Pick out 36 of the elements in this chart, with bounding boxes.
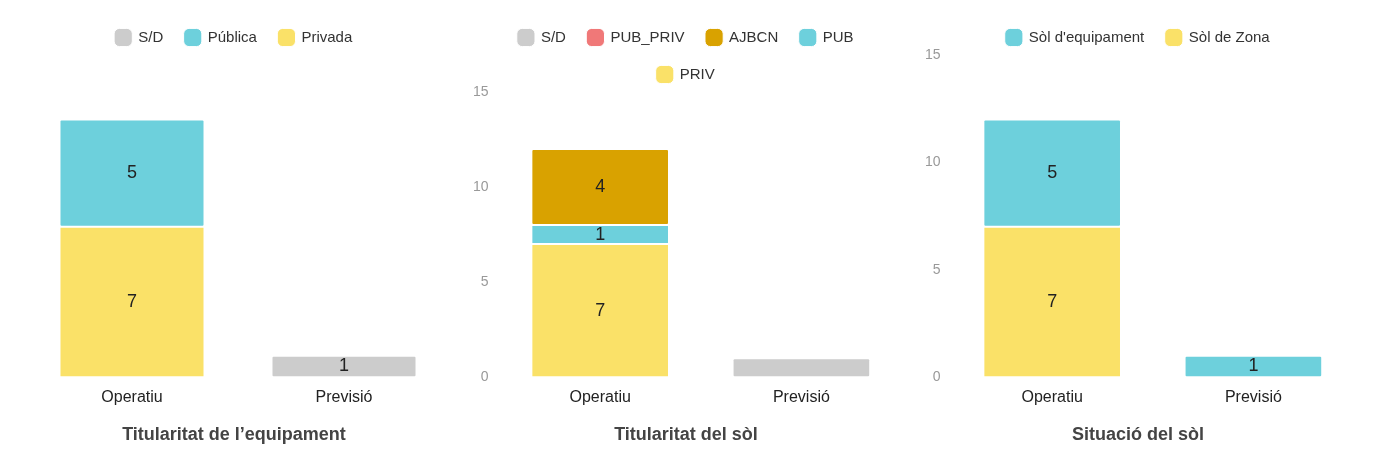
text: Situació del sòl	[1071, 424, 1205, 445]
legend-label: S/D	[138, 27, 164, 45]
data-label: 1	[338, 355, 350, 376]
y-tick-label: 15	[472, 82, 489, 99]
data-label: 1	[595, 223, 606, 244]
y-tick-label: 10	[472, 177, 489, 194]
y-tick-label: 10	[924, 153, 941, 170]
x-tick-label: Operatiu	[101, 388, 163, 406]
legend-label: PRIV	[679, 64, 715, 82]
legend-label: Sòl de Zona	[1188, 27, 1271, 45]
data-label: 7	[126, 290, 138, 311]
legend-label: PUB_PRIV	[610, 27, 685, 45]
legend-label: PUB	[822, 27, 854, 45]
x-tick-label: Previsió	[1224, 388, 1282, 406]
x-tick-label: Operatiu	[1021, 388, 1083, 406]
x-tick-label: Previsió	[315, 388, 373, 406]
data-label: 4	[595, 176, 606, 197]
text: Titularitat de l’equipament	[122, 424, 346, 445]
legend-label: S/D	[540, 27, 567, 45]
x-tick-label: Operatiu	[569, 388, 631, 406]
data-label: 1	[1248, 355, 1259, 376]
x-tick-label: Previsió	[772, 388, 830, 406]
legend-label: AJBCN	[729, 27, 779, 45]
y-tick-label: 5	[932, 260, 941, 277]
y-tick-label: 15	[924, 45, 941, 62]
data-label: 5	[1047, 162, 1058, 183]
legend-label: Privada	[301, 27, 353, 45]
y-tick-label: 0	[480, 368, 489, 385]
legend-label: Pública	[207, 27, 258, 45]
text: Titularitat del sòl	[614, 424, 758, 445]
data-label: 5	[126, 162, 138, 183]
legend-label: Sòl d'equipament	[1028, 27, 1146, 45]
data-label: 7	[595, 299, 606, 320]
y-tick-label: 0	[932, 368, 941, 385]
data-label: 7	[1047, 290, 1058, 311]
y-tick-label: 5	[480, 272, 489, 289]
